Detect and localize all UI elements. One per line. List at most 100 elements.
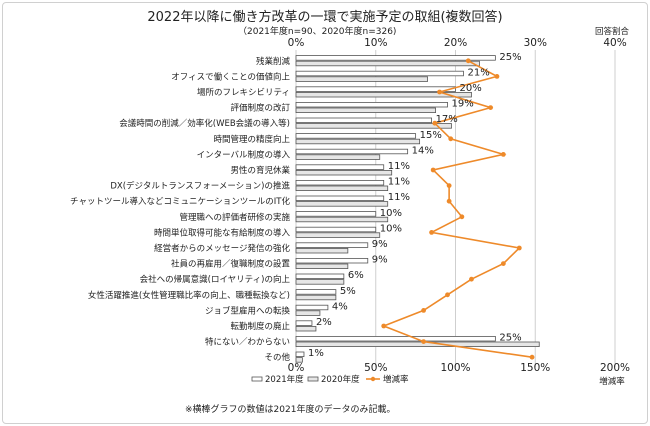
chart-title: 2022年以降に働き方改革の一環で実施予定の取組(複数回答)	[147, 9, 502, 25]
rate-point	[421, 339, 426, 344]
legend-swatch	[251, 376, 263, 382]
bar-2020	[295, 325, 317, 332]
category-label: 転勤制度の廃止	[230, 321, 290, 332]
bar-2020	[295, 310, 321, 316]
bar-2020	[295, 263, 349, 269]
bar-2020	[295, 357, 303, 363]
top-axis-tick-label: 20%	[444, 37, 467, 49]
rate-point	[430, 167, 436, 173]
bar-2020	[295, 76, 428, 82]
bar-2021	[295, 211, 377, 217]
data-label: 9%	[372, 255, 388, 266]
labels: 0% 10% 20% 30% 40% 0% 50% 100% 150% 200% 残業削減 25% オフ…	[70, 37, 630, 374]
rate-line	[381, 60, 533, 358]
bar-2021	[295, 320, 313, 326]
rate-point	[448, 136, 454, 142]
legend-label: 2021年度	[265, 374, 304, 385]
bar-2020	[295, 123, 452, 129]
chart-subtitle: （2021年度n=90、2020年度n=326)	[238, 25, 396, 37]
category-label: DX(デジタルトランスフォーメーション)の推進	[110, 181, 290, 192]
bar-2021	[295, 195, 385, 201]
bar-2021	[295, 289, 337, 295]
data-label: 1%	[308, 348, 324, 359]
legend-label: 増減率	[383, 374, 409, 385]
category-label: 評価制度の改訂	[230, 103, 290, 114]
category-label: 女性活躍推進(女性管理職比率の向上、職種転換など)	[88, 290, 290, 301]
bar-2020	[295, 60, 480, 67]
bar-2021	[295, 117, 432, 123]
data-label: 25%	[499, 333, 521, 344]
legend-swatch-marker	[370, 376, 376, 382]
rate-point	[432, 120, 438, 126]
bar-2021	[295, 148, 409, 155]
top-axis-tick-label: 30%	[524, 37, 547, 49]
bottom-axis-tick-label: 50%	[364, 362, 387, 374]
top-axis-tick-label: 10%	[364, 37, 387, 49]
legend-label: 2020年度	[321, 374, 360, 385]
rate-point	[437, 89, 442, 95]
data-label: 20%	[460, 83, 482, 94]
bar-2020	[295, 154, 381, 160]
data-label: 9%	[372, 239, 388, 250]
bar-2021	[295, 70, 464, 77]
data-label: 11%	[388, 192, 410, 203]
category-label: 場所のフレキシビリティ	[197, 87, 290, 98]
data-label: 14%	[412, 145, 434, 156]
top-axis-tick-label: 0%	[288, 37, 305, 49]
change-rate-line	[381, 58, 535, 360]
bottom-axis-label: 増減率	[599, 376, 625, 387]
bar-2020	[295, 294, 337, 301]
bar-2021	[295, 226, 377, 233]
bar-2021	[295, 179, 385, 186]
category-label: 時間管理の精度向上	[213, 134, 290, 145]
category-label: ジョブ型雇用への転換	[205, 305, 291, 316]
top-axis-tick-label: 40%	[603, 37, 626, 49]
rate-point	[516, 245, 522, 251]
bar-2020	[295, 232, 381, 238]
rate-point	[429, 230, 434, 235]
rate-point	[445, 292, 450, 298]
category-label: その他	[264, 352, 290, 363]
legend: 2021年度 2020年度 増減率	[251, 374, 409, 385]
category-label: 社員の再雇用／復職制度の設置	[171, 259, 291, 270]
data-label: 6%	[348, 270, 364, 281]
rate-point	[500, 152, 506, 157]
data-label: 11%	[388, 161, 410, 172]
top-axis-label: 回答割合	[595, 26, 630, 37]
data-label: 10%	[380, 208, 402, 219]
category-label: オフィスで働くことの価値向上	[171, 71, 290, 82]
data-label: 5%	[340, 286, 356, 297]
category-label: 経営者からのメッセージ発信の強化	[154, 243, 290, 254]
data-label: 17%	[436, 114, 458, 125]
data-label: 10%	[380, 223, 402, 234]
bar-2020	[295, 169, 393, 176]
category-label: インターバル制度の導入	[197, 149, 291, 160]
bar-2021	[295, 257, 369, 264]
bar-2021	[295, 273, 345, 279]
rate-point	[446, 198, 452, 204]
category-label: 会議時間の削減／効率化(WEB会議の導入等)	[119, 118, 290, 129]
rate-point	[465, 58, 471, 64]
category-label: 特にない／わからない	[205, 337, 290, 348]
bar-2020	[295, 341, 540, 347]
data-label: 21%	[467, 67, 489, 78]
category-label: チャットツール導入などコミュニケーションツールのIT化	[70, 196, 290, 207]
category-label: 時間単位取得可能な有給制度の導入	[154, 227, 291, 238]
data-label: 2%	[316, 317, 332, 328]
bar-2020	[295, 216, 389, 223]
bar-2020	[295, 185, 389, 191]
category-label: 残業削減	[256, 56, 291, 67]
bar-2021	[295, 335, 496, 342]
rate-point	[469, 276, 474, 282]
bar-2020	[295, 201, 389, 207]
rate-point	[529, 354, 535, 360]
bottom-axis-tick-label: 200%	[600, 362, 630, 374]
data-label: 11%	[388, 177, 410, 188]
footnote: ※横棒グラフの数値は2021年度のデータのみ記載。	[185, 403, 395, 415]
category-label: 管理職への評価者研修の実施	[179, 212, 290, 223]
bar-2021	[295, 242, 369, 248]
bar-2020	[295, 279, 345, 285]
bars	[295, 55, 540, 363]
